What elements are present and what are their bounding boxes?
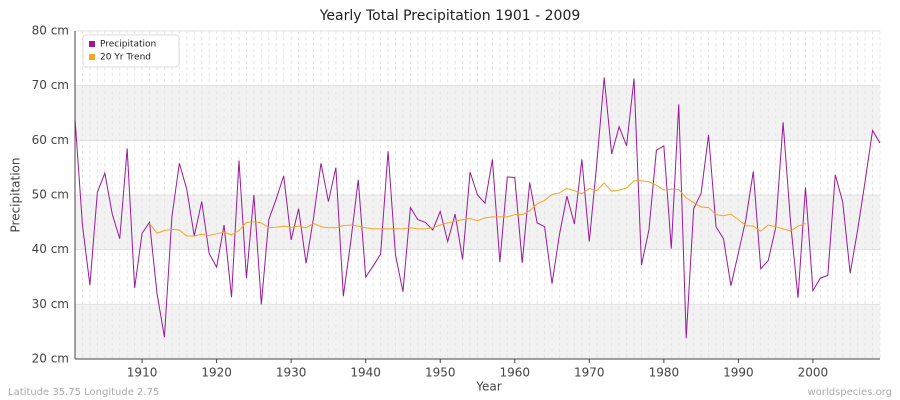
legend-label: Precipitation [100, 40, 156, 50]
x-tick-label: 1980 [649, 366, 680, 380]
x-tick-label: 1910 [127, 366, 158, 380]
y-tick-label: 60 cm [32, 133, 69, 147]
x-tick-label: 1960 [499, 366, 530, 380]
data-line [149, 180, 806, 237]
x-tick-label: 1920 [201, 366, 232, 380]
band [75, 195, 880, 250]
y-tick-label: 20 cm [32, 352, 69, 366]
x-tick-label: 1930 [276, 366, 307, 380]
legend-swatch [89, 54, 95, 60]
y-tick-label: 80 cm [32, 24, 69, 38]
legend-box [82, 34, 180, 68]
y-tick-label: 50 cm [32, 188, 69, 202]
x-axis-label: Year [475, 380, 501, 394]
x-tick-label: 1990 [723, 366, 754, 380]
y-tick-label: 30 cm [32, 297, 69, 311]
legend-label: 20 Yr Trend [100, 53, 151, 63]
x-tick-label: 1940 [350, 366, 381, 380]
footer-right: worldspecies.org [808, 387, 892, 398]
legend: Precipitation 20 Yr Trend [82, 34, 180, 68]
legend-swatch [89, 41, 95, 47]
x-tick-label: 1970 [574, 366, 605, 380]
y-tick-label: 70 cm [32, 78, 69, 92]
x-tick-label: 2000 [798, 366, 829, 380]
data-line [74, 77, 881, 339]
y-axis-label: Precipitation [9, 157, 23, 232]
y-tick-label: 40 cm [32, 242, 69, 256]
footer-left: Latitude 35.75 Longitude 2.75 [8, 387, 159, 398]
x-tick-label: 1950 [425, 366, 456, 380]
chart-title: Yearly Total Precipitation 1901 - 2009 [319, 8, 581, 24]
band [75, 85, 880, 141]
